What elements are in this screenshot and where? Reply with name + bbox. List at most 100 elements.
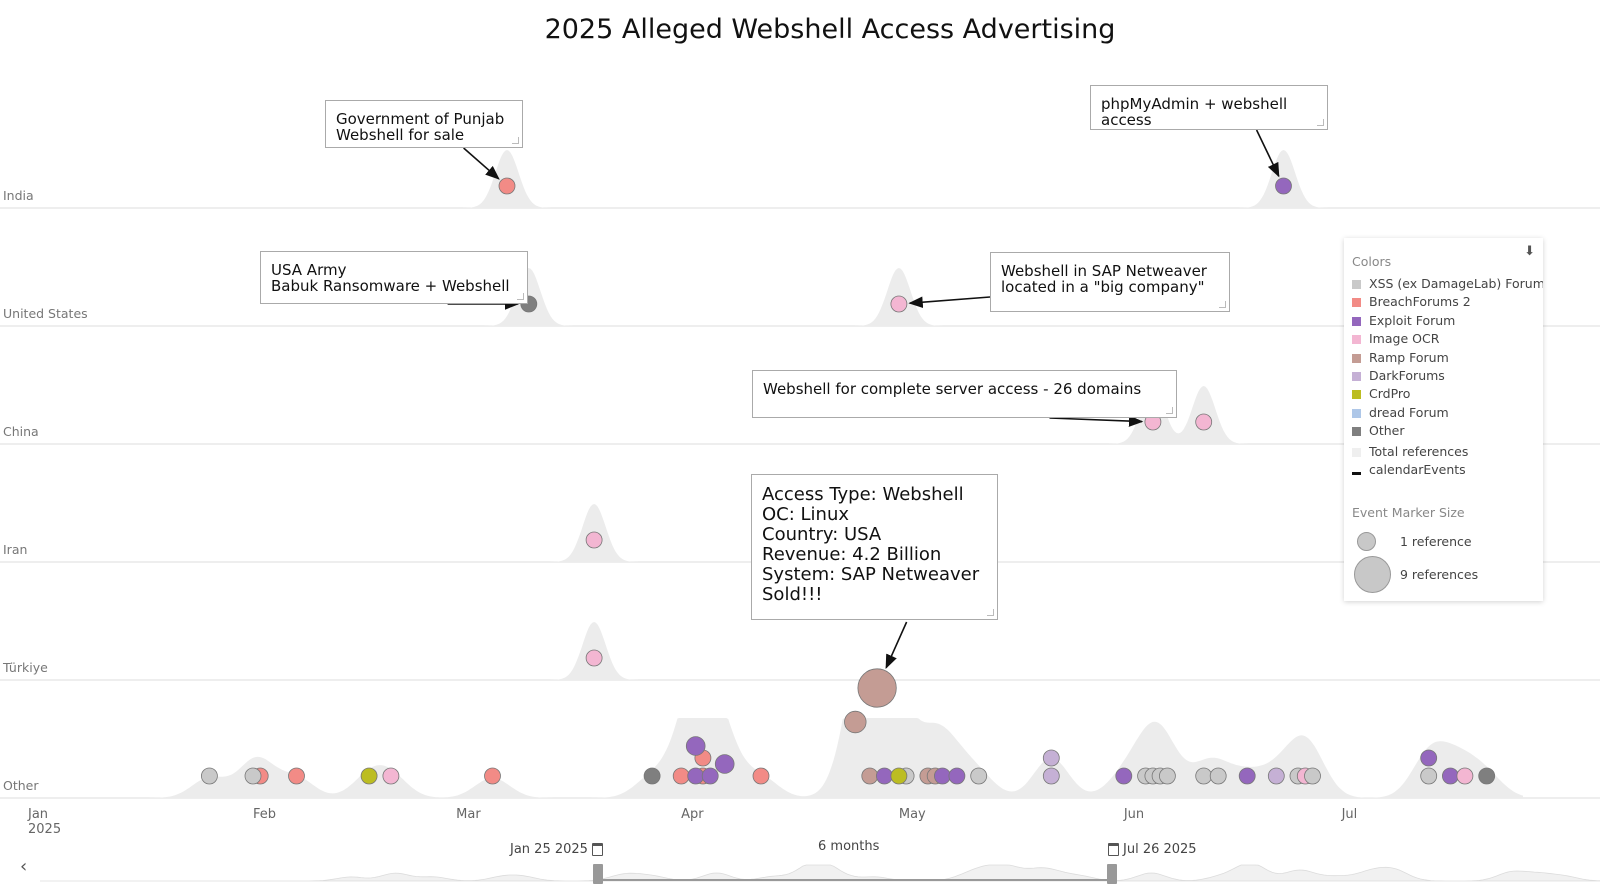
legend-label: BreachForums 2 [1369, 294, 1471, 310]
event-marker[interactable] [857, 668, 897, 708]
legend-swatch [1352, 298, 1361, 308]
event-marker[interactable] [1456, 767, 1474, 785]
legend-swatch [1352, 408, 1361, 418]
annotation-box[interactable]: Government of Punjab Webshell for sale [325, 100, 523, 148]
event-marker[interactable] [1042, 749, 1060, 767]
navigator-handle[interactable] [593, 864, 603, 884]
range-navigator [40, 864, 1600, 884]
legend-label: CrdPro [1369, 386, 1411, 402]
legend-label: Ramp Forum [1369, 349, 1449, 365]
legend-total-references[interactable]: Total references [1352, 444, 1468, 462]
lane-label: United States [3, 306, 88, 321]
legend-swatch [1352, 372, 1361, 381]
resize-grip[interactable] [1317, 119, 1324, 126]
resize-grip[interactable] [512, 137, 519, 144]
annotation-arrow [885, 621, 908, 670]
range-end[interactable]: Jul 26 2025 [1104, 842, 1197, 857]
event-marker[interactable] [1267, 767, 1285, 785]
resize-grip[interactable] [1219, 301, 1226, 308]
event-marker[interactable] [498, 177, 516, 195]
event-marker[interactable] [1420, 749, 1438, 767]
event-marker[interactable] [685, 736, 706, 756]
event-marker[interactable] [1042, 767, 1060, 785]
legend-colors-header: Colors [1352, 254, 1392, 269]
event-marker[interactable] [288, 767, 305, 785]
legend-item[interactable]: CrdPro [1352, 386, 1410, 404]
event-marker[interactable] [1195, 413, 1213, 431]
event-marker[interactable] [1115, 767, 1133, 785]
x-tick-sublabel: 2025 [28, 822, 61, 837]
legend-item[interactable]: Other [1352, 423, 1405, 441]
legend-item[interactable]: BreachForums 2 [1352, 294, 1471, 312]
resize-grip[interactable] [1166, 407, 1173, 414]
event-marker[interactable] [948, 767, 966, 785]
event-marker[interactable] [200, 767, 218, 785]
event-markers [200, 177, 1496, 785]
navigator-handle[interactable] [1107, 864, 1117, 884]
legend-swatch [1352, 466, 1361, 475]
resize-grip[interactable] [517, 293, 524, 300]
event-marker[interactable] [934, 767, 951, 785]
annotation-box[interactable]: Webshell in SAP Netweaver located in a "… [990, 252, 1230, 312]
event-marker[interactable] [890, 295, 908, 313]
annotation-box[interactable]: Webshell for complete server access - 26… [752, 370, 1177, 418]
event-marker[interactable] [714, 754, 735, 774]
x-tick-label: Jan [27, 807, 48, 822]
event-marker[interactable] [861, 767, 879, 785]
double-chevron-down-icon[interactable]: ⬇︎ [1524, 244, 1535, 259]
event-marker[interactable] [585, 649, 603, 667]
annotation-text: Webshell in SAP Netweaver located in a "… [1001, 262, 1207, 296]
event-marker[interactable] [876, 767, 893, 785]
event-marker[interactable] [382, 767, 400, 785]
event-marker[interactable] [890, 767, 908, 785]
legend-calendar-events[interactable]: calendarEvents [1352, 462, 1466, 480]
event-marker[interactable] [1304, 767, 1321, 785]
event-marker[interactable] [970, 767, 988, 785]
event-marker[interactable] [1420, 767, 1438, 785]
x-tick-label: Jun [1123, 807, 1144, 822]
event-marker[interactable] [1442, 767, 1459, 785]
event-marker[interactable] [484, 767, 501, 785]
event-marker[interactable] [701, 767, 719, 785]
event-marker[interactable] [672, 767, 690, 785]
density-area [28, 622, 1523, 680]
legend-swatch [1352, 280, 1361, 289]
event-marker[interactable] [585, 531, 603, 549]
range-start[interactable]: Jan 25 2025 [510, 842, 607, 857]
legend-swatch [1352, 448, 1361, 457]
chevron-left-icon[interactable]: ‹ [20, 856, 28, 877]
event-marker[interactable] [752, 767, 770, 785]
event-marker[interactable] [844, 710, 867, 734]
lane-label: Türkiye [2, 660, 48, 675]
legend-item[interactable]: Ramp Forum [1352, 350, 1449, 368]
lane-label: Iran [3, 542, 27, 557]
event-marker[interactable] [1159, 767, 1176, 785]
lane-label: Other [3, 778, 39, 793]
event-marker[interactable] [1238, 767, 1256, 785]
legend-size-header: Event Marker Size [1352, 505, 1465, 520]
legend-item[interactable]: DarkForums [1352, 368, 1445, 386]
annotation-box[interactable]: Access Type: Webshell OC: Linux Country:… [751, 474, 998, 620]
legend-item[interactable]: XSS (ex DamageLab) Forum [1352, 276, 1543, 294]
legend-item[interactable]: dread Forum [1352, 405, 1449, 423]
legend-swatch [1352, 335, 1361, 345]
event-marker[interactable] [1209, 767, 1227, 785]
legend-swatch [1352, 353, 1361, 363]
event-marker[interactable] [1275, 177, 1292, 195]
calendar-icon [1108, 843, 1119, 856]
legend-label: XSS (ex DamageLab) Forum [1369, 276, 1543, 291]
event-marker[interactable] [1478, 767, 1496, 785]
annotation-box[interactable]: phpMyAdmin + webshell access [1090, 85, 1328, 130]
event-marker[interactable] [687, 767, 705, 785]
event-marker[interactable] [244, 767, 262, 785]
legend-item[interactable]: Exploit Forum [1352, 313, 1455, 331]
range-duration: 6 months [818, 839, 880, 854]
event-marker[interactable] [643, 767, 661, 785]
annotation-box[interactable]: USA Army Babuk Ransomware + Webshell [260, 251, 528, 304]
event-marker[interactable] [360, 767, 378, 785]
resize-grip[interactable] [987, 609, 994, 616]
event-marker[interactable] [1195, 767, 1213, 785]
density-area [28, 268, 1523, 326]
size-small-label: 1 reference [1400, 534, 1472, 549]
legend-item[interactable]: Image OCR [1352, 331, 1439, 349]
